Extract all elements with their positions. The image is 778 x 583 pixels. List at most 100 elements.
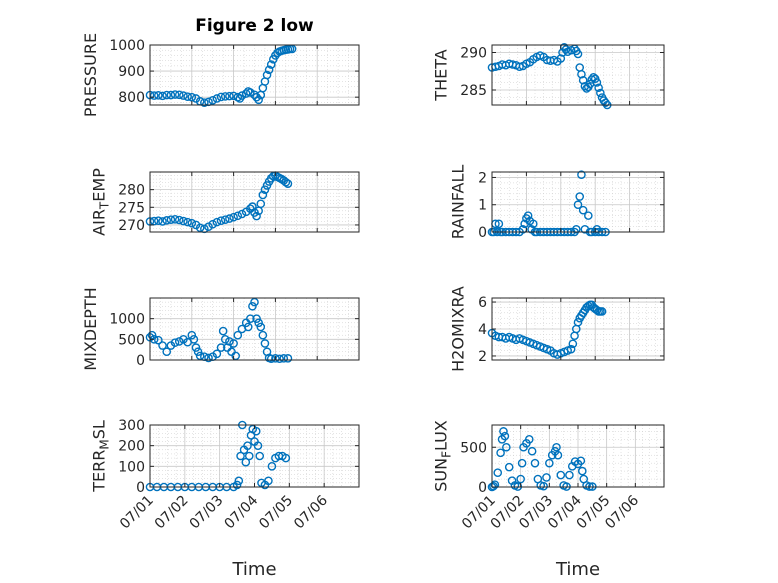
data-point: [573, 200, 583, 210]
subplot-1: 800 900 1000 PRESSURE Figure 2 low: [81, 16, 360, 117]
data-point: [515, 62, 524, 72]
data-point: [170, 90, 180, 99]
data-point: [504, 462, 514, 472]
data-point: [281, 177, 291, 187]
axes-box: [491, 171, 665, 233]
y-tick-label: 2: [478, 349, 487, 365]
data-point: [528, 219, 538, 229]
y-tick-label: 1: [478, 198, 487, 214]
data-point: [256, 199, 266, 209]
data-point: [220, 92, 230, 101]
data-point: [561, 45, 571, 54]
data-point: [212, 94, 222, 103]
y-axis-label: MIXDEPTH: [81, 287, 100, 370]
x-tick-label: 07/06: [602, 492, 642, 532]
data-point: [530, 458, 540, 468]
data-point: [596, 88, 605, 98]
data-point: [154, 216, 163, 226]
data-point: [195, 351, 205, 361]
data-point: [204, 353, 213, 363]
data-point: [592, 78, 602, 87]
data-point: [527, 446, 537, 456]
data-point: [254, 95, 263, 105]
data-point: [154, 91, 163, 100]
subplot-8: 050007/0107/0207/0307/0407/0507/06TimeSU…: [432, 420, 665, 580]
subplot-2: 285 290 THETA: [432, 42, 665, 110]
data-point: [601, 98, 610, 108]
data-point: [149, 91, 159, 100]
data-point: [212, 217, 222, 227]
data-point: [281, 453, 291, 463]
data-point: [576, 456, 586, 466]
data-point: [158, 341, 167, 350]
data-point: [539, 481, 548, 491]
data-point: [271, 354, 280, 363]
data-point: [237, 91, 247, 100]
data-point: [496, 448, 505, 458]
y-tick-label: 1000: [109, 38, 145, 54]
y-tick-label: 290: [460, 46, 487, 62]
data-point: [283, 179, 293, 188]
data-point: [578, 205, 588, 215]
data-point: [251, 426, 261, 436]
data-point: [500, 431, 510, 441]
data-point: [254, 318, 263, 328]
data-point: [244, 451, 254, 461]
data-point: [575, 192, 585, 201]
data-point: [149, 216, 159, 226]
data-point: [573, 317, 583, 327]
y-tick-label: 100: [118, 459, 145, 475]
x-axis-label: Time: [231, 559, 276, 580]
data-point: [578, 75, 588, 85]
y-tick-label: 0: [478, 225, 487, 241]
subplot-4: 0 1 2 RAINFALL: [449, 165, 665, 241]
chart-title: Figure 2 low: [195, 16, 314, 36]
data-point: [260, 185, 270, 194]
y-tick-label: 0: [478, 480, 487, 496]
data-point: [154, 335, 163, 345]
data-point: [243, 322, 253, 332]
x-tick-label: 07/02: [152, 493, 192, 533]
data-point: [208, 219, 217, 229]
y-tick-label: 800: [118, 90, 145, 106]
data-point: [170, 214, 180, 224]
data-point: [174, 90, 184, 100]
data-point: [216, 92, 226, 102]
y-tick-label: 1000: [109, 312, 145, 328]
data-point: [264, 476, 273, 486]
y-tick-label: 2: [478, 170, 487, 186]
data-point: [568, 339, 578, 349]
data-point: [502, 442, 511, 452]
data-point: [565, 470, 574, 480]
y-tick-label: 4: [478, 322, 487, 338]
y-tick-label: 285: [460, 83, 487, 99]
data-point: [183, 217, 192, 227]
y-tick-label: 200: [118, 439, 145, 455]
data-point: [256, 322, 266, 332]
y-axis-label: RAINFALL: [449, 165, 468, 240]
data-point: [266, 354, 276, 364]
data-point: [517, 458, 527, 468]
data-point: [208, 96, 217, 105]
data-point: [179, 216, 188, 226]
y-axis-label: AIRTEMP: [90, 168, 112, 236]
y-tick-label: 300: [118, 418, 145, 434]
data-point: [250, 90, 259, 100]
data-point: [253, 441, 263, 450]
x-tick-label: 07/06: [291, 492, 331, 532]
data-point: [252, 92, 261, 102]
data-point: [174, 337, 184, 346]
y-tick-label: 0: [136, 480, 145, 496]
data-point: [556, 470, 566, 480]
data-point: [200, 98, 209, 107]
data-point: [255, 451, 265, 461]
data-point: [225, 91, 234, 101]
y-tick-label: 280: [118, 183, 145, 199]
data-point: [229, 339, 238, 348]
data-point: [212, 349, 222, 359]
data-point: [158, 217, 167, 226]
y-tick-label: 275: [118, 200, 145, 216]
data-point: [229, 212, 238, 222]
y-axis-label: TERRMSL: [90, 420, 112, 493]
data-point: [580, 81, 590, 91]
